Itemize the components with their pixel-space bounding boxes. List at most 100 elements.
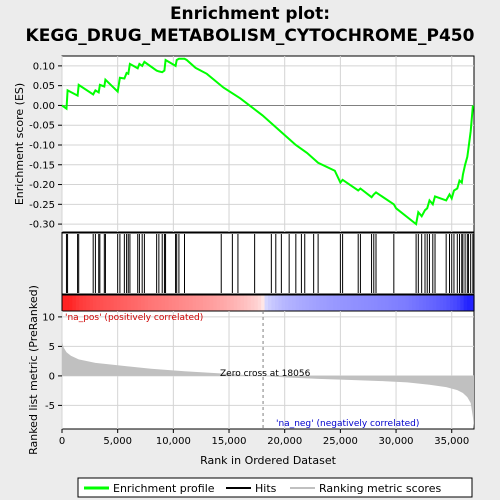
heatmap-cell bbox=[195, 295, 200, 311]
heatmap-cell bbox=[158, 295, 163, 311]
heatmap-cell bbox=[96, 295, 101, 311]
heatmap-cell bbox=[350, 295, 355, 311]
heatmap-cell bbox=[405, 295, 410, 311]
heatmap-cell bbox=[463, 295, 468, 311]
heatmap-cell bbox=[329, 295, 334, 311]
enrichment-profile-line bbox=[61, 57, 474, 226]
heatmap-cell bbox=[140, 295, 145, 311]
es-panel: 0.10 0.05 0.00 -0.05 -0.10 -0.15 -0.20 -0.25 -0.… bbox=[13, 55, 475, 233]
heatmap-cell bbox=[398, 295, 403, 311]
heatmap-cell bbox=[62, 295, 67, 311]
rank-heatmap-strip bbox=[61, 294, 475, 312]
heatmap-cell bbox=[357, 295, 362, 311]
heatmap-cell bbox=[360, 295, 365, 311]
x-tick-label: 5,000 bbox=[103, 436, 132, 447]
heatmap-cell bbox=[165, 295, 170, 311]
heatmap-cell bbox=[199, 295, 204, 311]
heatmap-cell bbox=[147, 295, 152, 311]
hits-panel bbox=[61, 232, 475, 295]
heatmap-cell bbox=[367, 295, 372, 311]
heatmap-cell bbox=[278, 295, 283, 311]
legend-box bbox=[77, 477, 473, 498]
heatmap-cell bbox=[92, 295, 97, 311]
heatmap-cell bbox=[151, 295, 156, 311]
heatmap-cell bbox=[388, 295, 393, 311]
heatmap-cell bbox=[134, 295, 139, 311]
chart-subtitle: KEGG_DRUG_METABOLISM_CYTOCHROME_P450 bbox=[26, 26, 475, 46]
heatmap-cell bbox=[425, 295, 430, 311]
heatmap-cell bbox=[192, 295, 197, 311]
heatmap-cell bbox=[377, 295, 382, 311]
heatmap-cell bbox=[436, 295, 441, 311]
heatmap-cell bbox=[230, 295, 235, 311]
metric-y-tick-label: 0 bbox=[49, 371, 55, 382]
heatmap-cell bbox=[261, 295, 266, 311]
heatmap-cell bbox=[116, 295, 121, 311]
heatmap-cell bbox=[110, 295, 115, 311]
heatmap-cell bbox=[120, 295, 125, 311]
heatmap-cell bbox=[312, 295, 317, 311]
es-y-tick-label: -0.10 bbox=[29, 140, 55, 151]
metric-y-ticks: 10 5 0 -5 bbox=[42, 312, 62, 412]
metric-panel: 10 5 0 -5 0 5,000 10,000 15,000 20,000 25,000 30,… bbox=[27, 285, 475, 467]
heatmap-cell bbox=[316, 295, 321, 311]
heatmap-cell bbox=[319, 295, 324, 311]
heatmap-cell bbox=[467, 295, 472, 311]
heatmap-cell bbox=[68, 295, 73, 311]
heatmap-cell bbox=[343, 295, 348, 311]
metric-y-tick-label: 10 bbox=[42, 312, 55, 323]
heatmap-cell bbox=[298, 295, 303, 311]
heatmap-cell bbox=[171, 295, 176, 311]
metric-y-tick-label: -5 bbox=[45, 401, 55, 412]
hit-marks bbox=[65, 234, 474, 293]
heatmap-cell bbox=[305, 295, 310, 311]
es-y-tick-label: 0.00 bbox=[33, 101, 55, 112]
heatmap-cell bbox=[456, 295, 461, 311]
heatmap-cell bbox=[292, 295, 297, 311]
heatmap-cell bbox=[449, 295, 454, 311]
heatmap-cell bbox=[250, 295, 255, 311]
heatmap-cell bbox=[285, 295, 290, 311]
heatmap-cell bbox=[75, 295, 80, 311]
heatmap-cell bbox=[336, 295, 341, 311]
x-tick-label: 0 bbox=[59, 436, 65, 447]
x-tick-label: 10,000 bbox=[156, 436, 191, 447]
es-y-tick-label: -0.05 bbox=[29, 121, 55, 132]
heatmap-cell bbox=[178, 295, 183, 311]
heatmap-cell bbox=[226, 295, 231, 311]
heatmap-cell bbox=[415, 295, 420, 311]
heatmap-cell bbox=[86, 295, 91, 311]
heatmap-cell bbox=[353, 295, 358, 311]
heatmap-cell bbox=[254, 295, 259, 311]
es-y-tick-label: -0.25 bbox=[29, 200, 55, 211]
heatmap-cell bbox=[130, 295, 135, 311]
heatmap-cell bbox=[470, 295, 475, 311]
heatmap-cell bbox=[233, 295, 238, 311]
heatmap-cell bbox=[302, 295, 307, 311]
heatmap-cell bbox=[295, 295, 300, 311]
heatmap-cell bbox=[395, 295, 400, 311]
x-tick-label: 30,000 bbox=[379, 436, 414, 447]
heatmap-cell bbox=[274, 295, 279, 311]
heatmap-cell bbox=[381, 295, 386, 311]
hits-area bbox=[61, 232, 475, 295]
es-y-axis-label: Enrichment score (ES) bbox=[13, 83, 26, 205]
metric-y-axis-label: Ranked list metric (PreRanked) bbox=[27, 285, 40, 455]
legend-label-metric: Ranking metric scores bbox=[319, 482, 441, 495]
heatmap-cell bbox=[213, 295, 218, 311]
es-y-tick-label: -0.20 bbox=[29, 180, 55, 191]
heatmap-cell bbox=[401, 295, 406, 311]
heatmap-cell bbox=[247, 295, 252, 311]
x-axis-label: Rank in Ordered Dataset bbox=[200, 454, 337, 467]
heatmap-cell bbox=[408, 295, 413, 311]
x-tick-label: 25,000 bbox=[323, 436, 358, 447]
heatmap-cell bbox=[240, 295, 245, 311]
heatmap-cell bbox=[168, 295, 173, 311]
pos-correlated-label: 'na_pos' (positively correlated) bbox=[65, 313, 203, 323]
heatmap-cell bbox=[185, 295, 190, 311]
heatmap-cell bbox=[103, 295, 108, 311]
chart-title: Enrichment plot: bbox=[170, 4, 330, 24]
x-tick-label: 15,000 bbox=[212, 436, 247, 447]
heatmap-cell bbox=[106, 295, 111, 311]
